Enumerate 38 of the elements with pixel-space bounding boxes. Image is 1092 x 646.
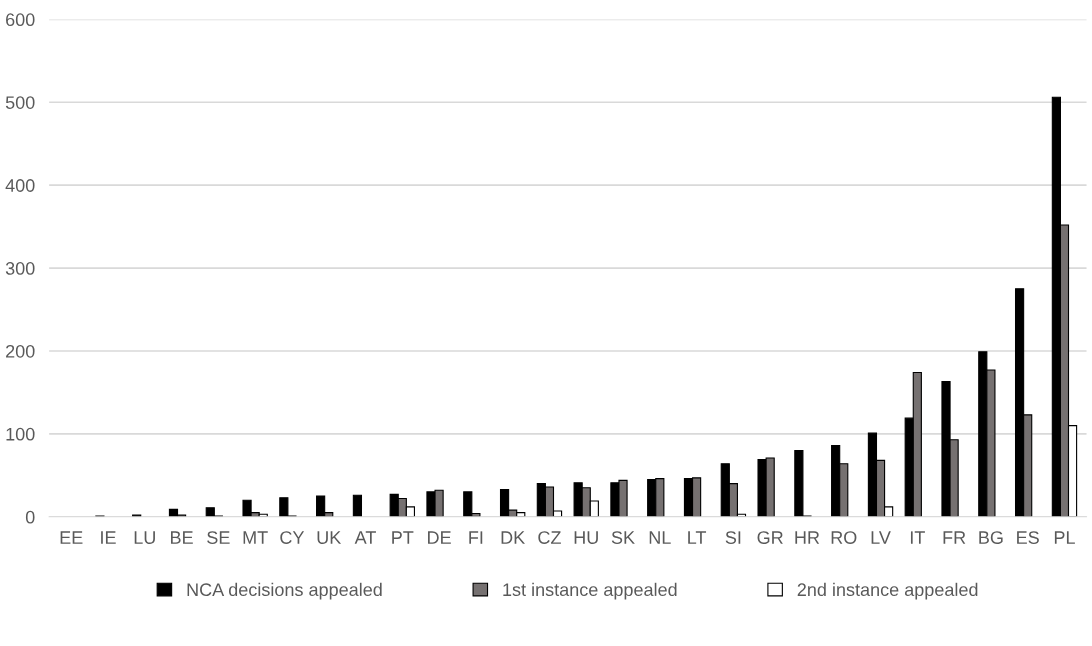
y-tick-label: 200 bbox=[6, 344, 35, 358]
x-tick-label: CZ bbox=[538, 531, 561, 544]
y-tick-label: 500 bbox=[5, 96, 35, 109]
x-tick-label: BG bbox=[979, 531, 1003, 544]
x-tick-label: GR bbox=[757, 531, 783, 544]
y-tick-label: 100 bbox=[6, 427, 35, 441]
y-tick-label: 0 bbox=[25, 510, 35, 524]
x-tick-label: PT bbox=[392, 531, 414, 544]
x-tick-label: UK bbox=[317, 531, 342, 544]
x-tick-label: LU bbox=[134, 531, 155, 544]
x-tick-label: SI bbox=[725, 531, 741, 544]
x-tick-label: FI bbox=[469, 531, 483, 544]
x-tick-label: IE bbox=[101, 531, 116, 544]
x-tick-label: ES bbox=[1017, 531, 1039, 544]
legend-label: NCA decisions appealed bbox=[187, 582, 382, 600]
x-tick-label: MT bbox=[243, 531, 268, 544]
legend-label: 2nd instance appealed bbox=[797, 582, 978, 600]
x-tick-label: BE bbox=[171, 531, 193, 544]
x-tick-label: DE bbox=[428, 531, 451, 544]
x-tick-label: EE bbox=[60, 531, 83, 544]
y-tick-label: 600 bbox=[6, 13, 35, 27]
x-tick-label: SE bbox=[207, 531, 230, 544]
x-tick-label: IT bbox=[910, 531, 925, 544]
x-tick-label: AT bbox=[354, 531, 376, 544]
x-tick-label: DK bbox=[501, 531, 525, 544]
x-tick-label: NL bbox=[649, 531, 671, 544]
x-tick-label: LT bbox=[688, 531, 707, 544]
y-tick-label: 400 bbox=[5, 179, 35, 192]
x-tick-label: SK bbox=[611, 531, 635, 544]
y-tick-label: 300 bbox=[5, 262, 35, 275]
x-tick-label: RO bbox=[831, 531, 857, 544]
x-tick-label: HU bbox=[574, 531, 598, 544]
legend-label: 1st instance appealed bbox=[503, 582, 677, 600]
x-tick-label: PL bbox=[1054, 531, 1075, 544]
x-tick-label: HR bbox=[795, 531, 820, 544]
x-tick-label: FR bbox=[943, 531, 966, 544]
x-tick-label: LV bbox=[871, 531, 891, 544]
x-tick-label: CY bbox=[280, 531, 305, 544]
